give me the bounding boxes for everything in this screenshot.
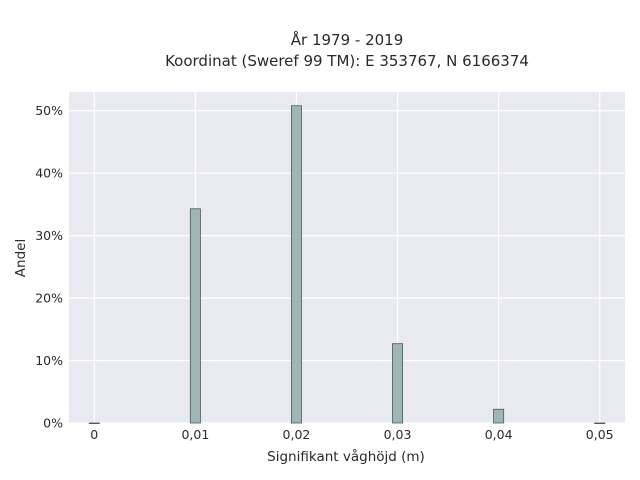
y-tick-label-3: 30% — [35, 228, 63, 243]
plot-area — [69, 92, 625, 423]
x-tick-label-5: 0,05 — [586, 427, 614, 442]
y-tick-label-4: 40% — [35, 166, 63, 181]
bars — [88, 105, 606, 425]
y-tick-label-0: 0% — [43, 416, 63, 431]
y-tick-label-5: 50% — [35, 103, 63, 118]
x-tick-label-3: 0,03 — [384, 427, 412, 442]
y-tick-label-2: 20% — [35, 291, 63, 306]
x-tick-label-0: 0 — [90, 427, 98, 442]
bar-0 — [88, 422, 100, 425]
bar-2 — [290, 105, 302, 424]
x-tick-label-2: 0,02 — [283, 427, 311, 442]
chart-title-line-1: År 1979 - 2019 — [291, 30, 404, 49]
y-axis-label: Andel — [13, 239, 29, 277]
x-tick-label-1: 0,01 — [181, 427, 209, 442]
y-tick-labels: 0% 10% 20% 30% 40% 50% — [35, 103, 63, 430]
x-axis-label: Signifikant våghöjd (m) — [267, 448, 425, 465]
x-tick-labels: 0 0,01 0,02 0,03 0,04 0,05 — [90, 427, 613, 442]
bar-1 — [189, 208, 201, 424]
x-tick-label-4: 0,04 — [485, 427, 513, 442]
chart-title-line-2: Koordinat (Sweref 99 TM): E 353767, N 61… — [165, 52, 529, 70]
bar-5 — [594, 422, 606, 425]
y-tick-label-1: 10% — [35, 353, 63, 368]
bar-3 — [392, 343, 403, 424]
bar-4 — [493, 408, 505, 424]
